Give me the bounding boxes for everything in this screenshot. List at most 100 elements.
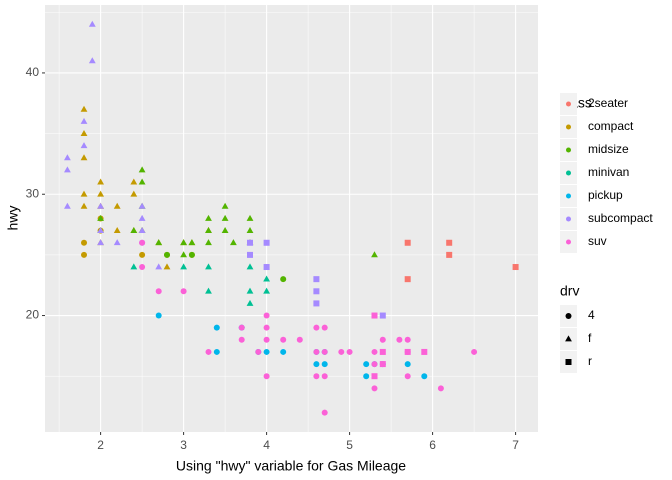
- point: [97, 202, 105, 209]
- legend-label: minivan: [588, 165, 629, 179]
- point: [97, 214, 105, 221]
- point: [97, 190, 105, 197]
- point: [246, 299, 254, 306]
- point: [80, 190, 88, 197]
- legend-label: subcompact: [588, 211, 653, 225]
- point: [379, 312, 386, 319]
- point: [313, 288, 320, 295]
- x-tick-label: 4: [263, 438, 270, 452]
- point: [247, 239, 254, 246]
- point: [280, 276, 287, 283]
- point: [113, 239, 121, 246]
- point: [221, 202, 229, 209]
- point: [313, 361, 320, 368]
- point: [80, 105, 88, 112]
- point: [263, 336, 270, 343]
- legend-swatch: [566, 101, 571, 107]
- point: [188, 251, 195, 258]
- legend-label: 2seater: [588, 96, 628, 110]
- point: [263, 239, 270, 246]
- point: [180, 239, 188, 246]
- legend-label: pickup: [588, 188, 623, 202]
- point: [246, 263, 254, 270]
- point: [437, 385, 444, 392]
- point: [163, 263, 171, 270]
- point: [280, 348, 287, 355]
- point: [421, 348, 428, 355]
- point: [205, 348, 212, 355]
- point: [81, 239, 88, 246]
- point: [113, 202, 121, 209]
- point: [64, 166, 71, 173]
- point: [213, 324, 220, 331]
- legend-swatch: [566, 124, 571, 130]
- point: [180, 288, 187, 295]
- point: [221, 214, 229, 221]
- point: [321, 373, 328, 380]
- point: [205, 263, 212, 270]
- point: [188, 239, 196, 246]
- point: [138, 214, 146, 221]
- point: [404, 348, 411, 355]
- point: [230, 239, 237, 246]
- point: [404, 373, 411, 380]
- point: [80, 202, 88, 209]
- shape-legend-title: drv: [560, 283, 579, 299]
- point: [321, 324, 328, 331]
- point: [81, 251, 88, 258]
- point: [321, 361, 328, 368]
- y-tick-label: 20: [26, 308, 40, 322]
- legend-label: midsize: [588, 142, 629, 156]
- point: [263, 373, 270, 380]
- point: [313, 276, 320, 283]
- point: [130, 190, 138, 197]
- point: [205, 239, 212, 246]
- legend-swatch: [566, 239, 571, 245]
- point: [138, 166, 146, 173]
- x-axis-label: Using "hwy" variable for Gas Mileage: [176, 458, 406, 474]
- legend-shape: [565, 313, 572, 319]
- point: [446, 239, 453, 246]
- point: [213, 348, 220, 355]
- point: [371, 385, 378, 392]
- legend-swatch: [566, 170, 571, 176]
- y-axis-label: hwy: [5, 206, 21, 231]
- point: [404, 336, 411, 343]
- point: [263, 324, 270, 331]
- x-tick-label: 6: [429, 438, 436, 452]
- legend-label: r: [588, 354, 592, 368]
- point: [255, 348, 262, 355]
- x-tick-label: 3: [180, 438, 187, 452]
- point: [130, 178, 138, 185]
- point: [80, 142, 88, 149]
- point: [138, 202, 146, 209]
- y-tick-label: 30: [26, 186, 40, 200]
- point: [396, 336, 403, 343]
- legend-label: suv: [588, 234, 607, 248]
- point: [246, 227, 254, 234]
- point: [263, 264, 270, 271]
- point: [247, 251, 254, 258]
- point: [379, 336, 386, 343]
- point: [313, 324, 320, 331]
- point: [80, 129, 88, 136]
- point: [371, 312, 378, 319]
- point: [205, 227, 212, 234]
- point: [221, 227, 229, 234]
- point: [363, 373, 370, 380]
- point: [155, 312, 162, 319]
- point: [238, 336, 245, 343]
- point: [338, 348, 345, 355]
- point: [130, 227, 138, 234]
- point: [205, 214, 212, 221]
- point: [80, 117, 88, 124]
- point: [371, 373, 378, 380]
- point: [404, 239, 411, 246]
- point: [64, 202, 71, 209]
- point: [88, 57, 96, 64]
- point: [64, 154, 71, 161]
- y-tick-label: 40: [26, 65, 40, 79]
- point: [263, 312, 270, 319]
- x-tick-label: 7: [512, 438, 519, 452]
- point: [155, 288, 162, 295]
